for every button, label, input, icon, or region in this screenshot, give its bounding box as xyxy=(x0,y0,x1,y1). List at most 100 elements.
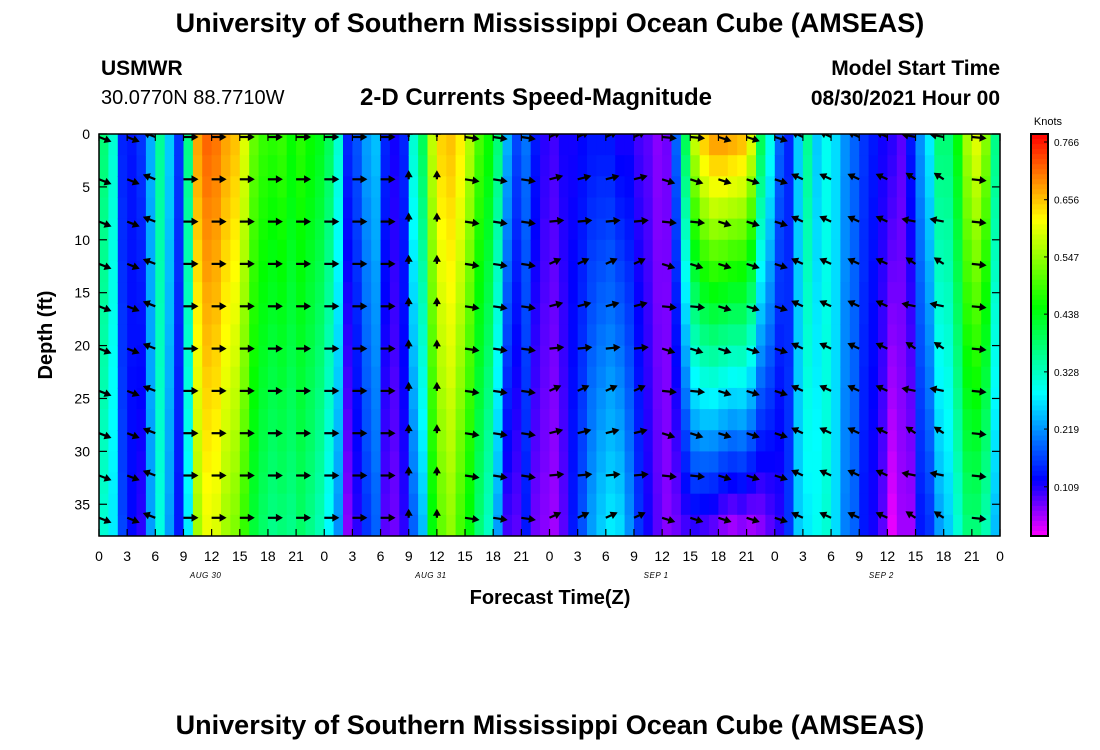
vector-head xyxy=(142,511,151,520)
heat-cell xyxy=(784,176,795,199)
heat-cell xyxy=(408,239,419,262)
heat-cell xyxy=(540,409,551,431)
vector-head xyxy=(791,469,800,477)
heat-cell xyxy=(446,282,457,304)
heat-cell xyxy=(774,324,785,347)
vector-head xyxy=(432,466,441,474)
heat-cell xyxy=(493,493,504,516)
heat-cell xyxy=(314,366,325,389)
heat-cell xyxy=(887,514,898,536)
heat-cell xyxy=(530,366,541,389)
heat-cell xyxy=(455,282,466,304)
heat-cell xyxy=(568,303,579,326)
heat-cell xyxy=(568,282,579,304)
heat-cell xyxy=(446,197,457,220)
heat-cell xyxy=(624,451,635,474)
heat-cell xyxy=(953,324,964,347)
heat-cell xyxy=(427,451,438,474)
x-tick-label: 18 xyxy=(260,548,276,564)
heat-cell xyxy=(934,282,945,304)
heat-cell xyxy=(680,324,691,347)
heat-cell xyxy=(343,282,353,304)
heat-cell xyxy=(962,239,973,262)
heat-cell xyxy=(296,409,307,431)
x-tick-label: 15 xyxy=(457,548,473,564)
heat-cell xyxy=(127,282,138,304)
x-tick-label: 15 xyxy=(232,548,248,564)
heat-cell xyxy=(211,155,222,177)
heat-cell xyxy=(512,387,522,410)
current-vector xyxy=(142,173,156,181)
vector-head xyxy=(905,257,914,265)
x-tick-label: 9 xyxy=(405,548,413,564)
heat-cell xyxy=(314,155,325,177)
heat-cell xyxy=(540,472,551,495)
vector-head xyxy=(131,135,140,143)
current-vector xyxy=(577,343,593,352)
heat-cell xyxy=(878,239,888,262)
heat-cell xyxy=(887,409,898,431)
colorbar-segment xyxy=(1031,485,1048,492)
heat-cell xyxy=(915,197,926,220)
heat-cell xyxy=(746,176,757,199)
heat-cell xyxy=(493,409,504,431)
heat-cell xyxy=(277,197,288,220)
heat-cell xyxy=(587,366,597,389)
heat-cell xyxy=(906,493,917,516)
heat-cell xyxy=(746,451,757,474)
heat-cell xyxy=(896,409,907,431)
vector-shaft xyxy=(999,390,1000,393)
heat-cell xyxy=(389,430,400,452)
current-vector xyxy=(791,384,804,392)
vector-head xyxy=(131,177,140,186)
heat-cell xyxy=(840,176,851,199)
heat-cell xyxy=(296,451,307,474)
vector-head xyxy=(500,134,508,143)
heat-cell xyxy=(896,387,907,410)
vector-head xyxy=(219,302,227,311)
heat-cell xyxy=(512,345,522,368)
heat-cell xyxy=(436,282,447,304)
heat-cell xyxy=(521,155,532,177)
heat-cell xyxy=(699,282,710,304)
current-vector xyxy=(99,177,112,186)
vector-head xyxy=(723,262,732,270)
current-vector xyxy=(324,134,340,141)
heat-cell xyxy=(352,430,363,452)
heat-cell xyxy=(596,176,607,199)
heat-cell xyxy=(652,409,663,431)
vector-head xyxy=(1007,218,1014,226)
x-tick-label: 0 xyxy=(546,548,554,564)
heat-cell xyxy=(361,282,372,304)
vector-head xyxy=(819,257,828,266)
current-vector xyxy=(819,427,832,435)
heat-cell xyxy=(305,134,316,156)
heat-cell xyxy=(924,155,935,177)
heat-cell xyxy=(371,387,382,410)
current-vector xyxy=(352,513,368,522)
current-vector xyxy=(847,384,860,392)
heat-cell xyxy=(117,493,128,516)
heat-cell xyxy=(296,324,307,347)
heat-cell xyxy=(615,514,626,536)
heat-cell xyxy=(343,239,353,262)
heat-cell xyxy=(878,324,888,347)
current-vector xyxy=(126,347,140,355)
heat-cell xyxy=(192,345,203,368)
heat-cell xyxy=(915,409,926,431)
heat-cell xyxy=(211,409,222,431)
heat-cell xyxy=(333,134,344,156)
x-tick-label: 15 xyxy=(908,548,924,564)
vector-head xyxy=(103,516,112,524)
heat-cell xyxy=(784,134,795,156)
colorbar-segment xyxy=(1031,355,1048,361)
vector-head xyxy=(275,302,283,311)
heat-cell xyxy=(333,472,344,495)
vector-head xyxy=(929,470,938,478)
heat-cell xyxy=(577,345,588,368)
heat-cell xyxy=(831,197,842,220)
heat-cell xyxy=(990,345,1000,368)
vector-head xyxy=(723,304,732,313)
heat-cell xyxy=(868,197,879,220)
heat-cell xyxy=(211,472,222,495)
